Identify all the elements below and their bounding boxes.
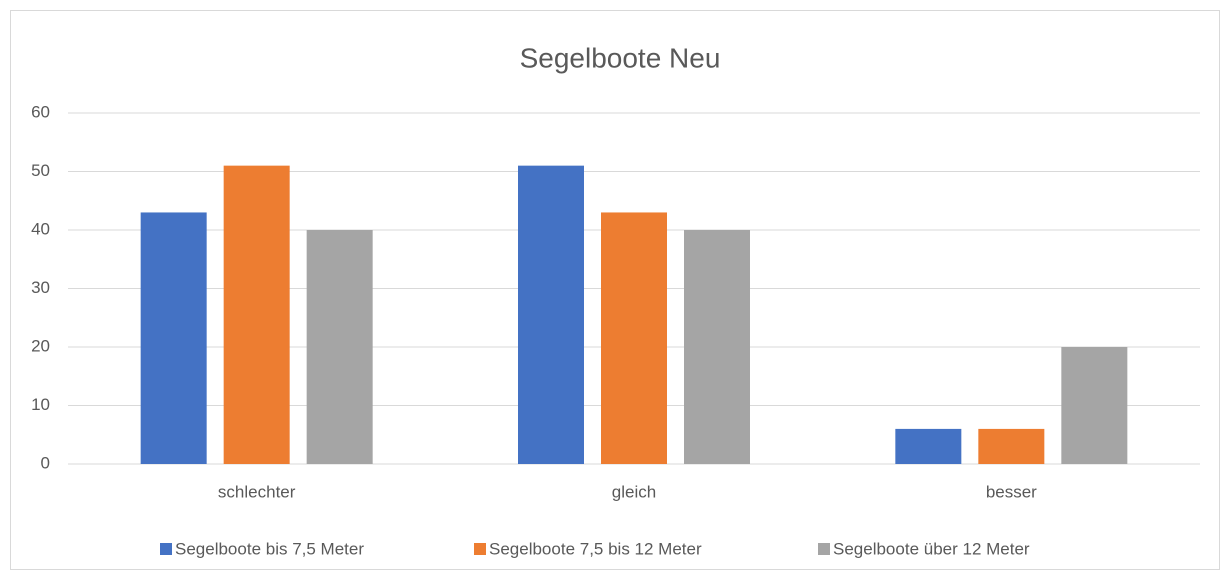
bar [978, 428, 1045, 464]
legend-label: Segelboote 7,5 bis 12 Meter [489, 539, 702, 558]
chart-title: Segelboote Neu [520, 42, 721, 73]
x-tick-label: gleich [612, 482, 656, 501]
legend-label: Segelboote über 12 Meter [833, 539, 1030, 558]
bar [1061, 347, 1128, 464]
legend-swatch [474, 543, 486, 555]
y-tick-label: 20 [31, 336, 50, 355]
legend-swatch [160, 543, 172, 555]
bar [140, 212, 207, 464]
y-tick-label: 40 [31, 219, 50, 238]
x-tick-label: besser [986, 482, 1037, 501]
bar [684, 230, 750, 464]
bar [601, 212, 667, 464]
bar [223, 165, 290, 464]
y-tick-label: 60 [31, 102, 50, 121]
y-tick-label: 50 [31, 161, 50, 180]
legend-swatch [818, 543, 830, 555]
x-tick-label: schlechter [218, 482, 296, 501]
bar [518, 165, 584, 464]
y-tick-label: 10 [31, 395, 50, 414]
y-tick-label: 0 [41, 453, 50, 472]
legend-label: Segelboote bis 7,5 Meter [175, 539, 364, 558]
bar [895, 428, 962, 464]
y-tick-label: 30 [31, 278, 50, 297]
bar [306, 230, 373, 464]
